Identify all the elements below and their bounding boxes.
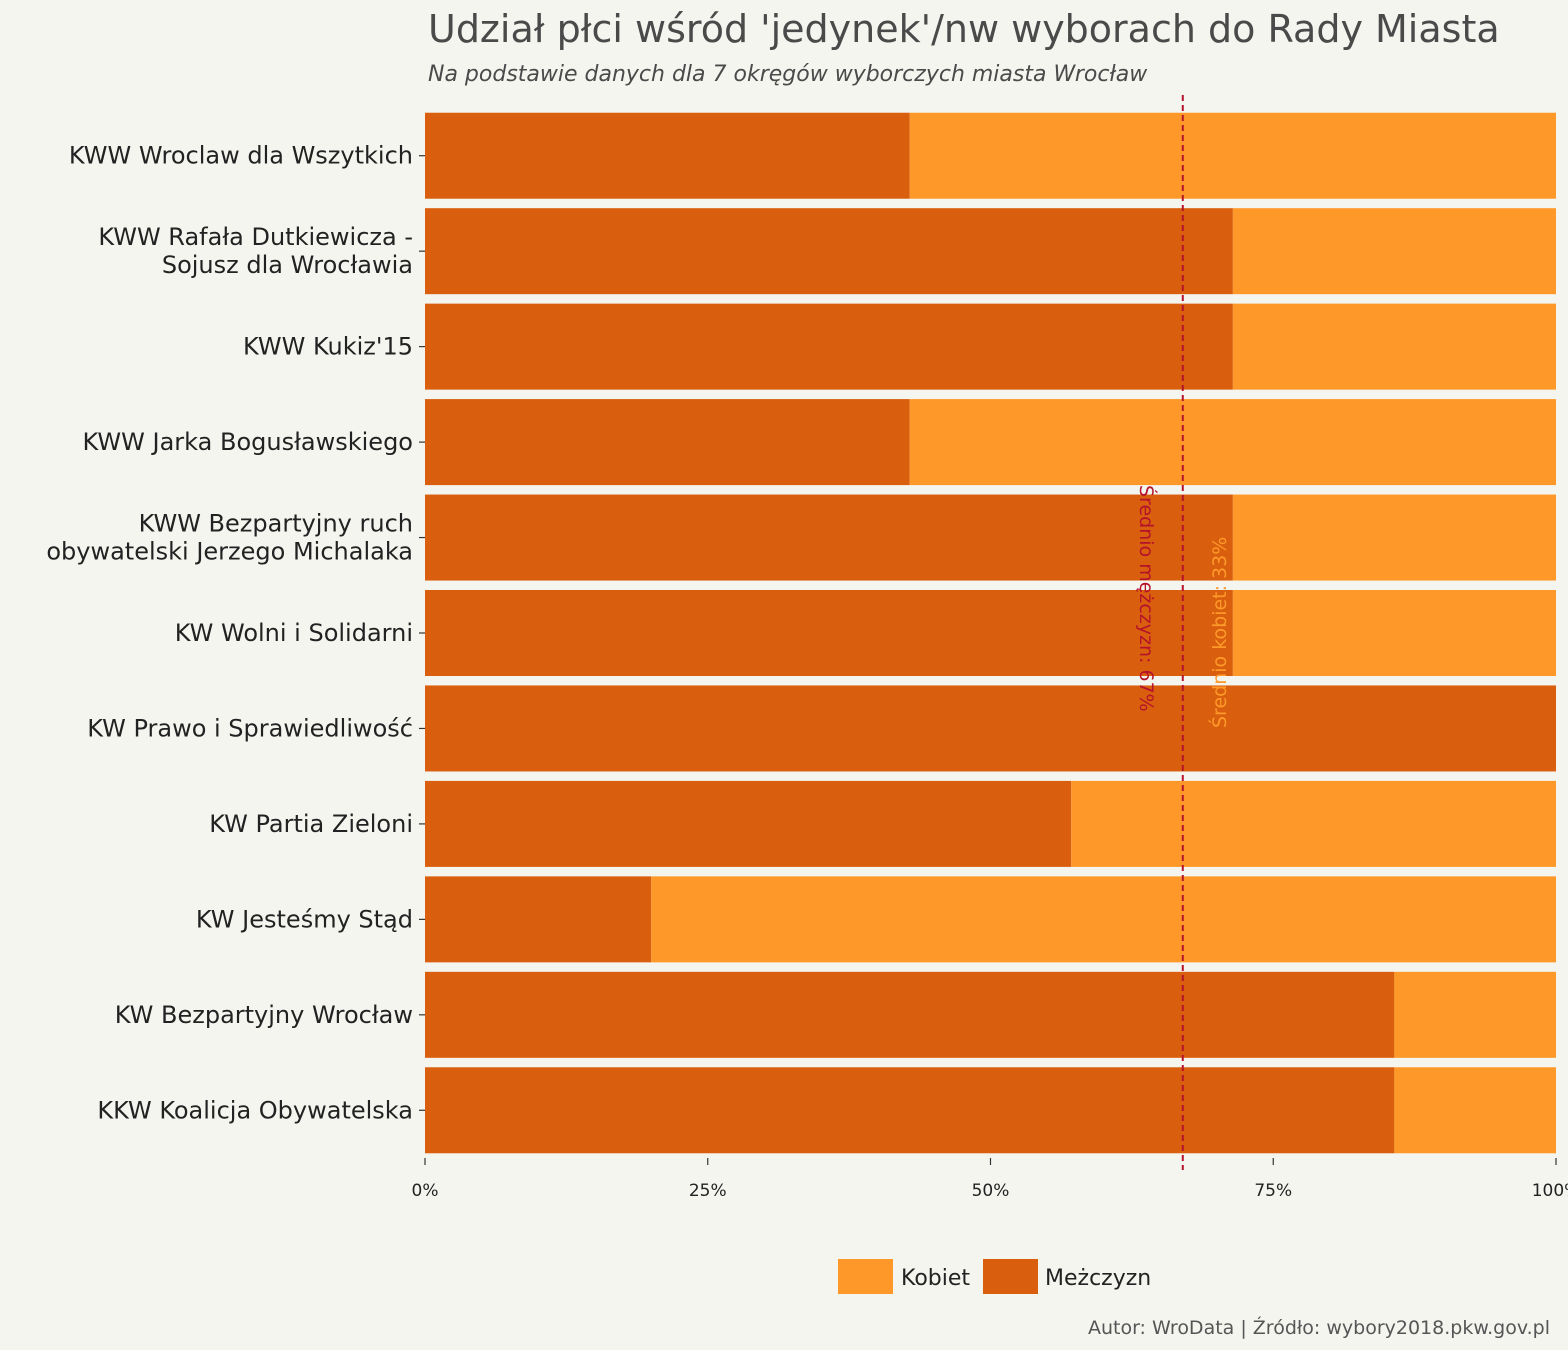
chart-title: Udział płci wśród 'jedynek'/nw wyborach … (428, 7, 1500, 51)
legend-swatch (983, 1259, 1038, 1294)
legend-swatch (838, 1259, 893, 1294)
bar-men-10 (425, 1067, 1395, 1154)
bar-men-9 (425, 971, 1395, 1058)
category-label: KW Bezpartyjny Wrocław (115, 1001, 413, 1029)
bar-women-10 (1394, 1067, 1556, 1154)
x-tick-label: 50% (972, 1181, 1010, 1201)
bar-women-9 (1394, 971, 1556, 1058)
bar-women-0 (909, 112, 1556, 199)
category-labels: KWW Wroclaw dla Wszytkich KWW Rafała Dutk… (46, 142, 425, 1124)
bar-women-3 (909, 399, 1556, 486)
chart-caption: Autor: WroData | Źródło: wybory2018.pkw.… (1088, 1316, 1550, 1339)
category-label: KWW Wroclaw dla Wszytkich (69, 142, 413, 170)
legend-label: Kobiet (901, 1266, 970, 1291)
category-label: Sojusz dla Wrocławia (162, 251, 413, 279)
category-label: KWW Jarka Bogusławskiego (83, 428, 413, 456)
bar-men-6 (425, 685, 1556, 772)
bar-women-2 (1232, 303, 1556, 390)
category-label: KWW Bezpartyjny ruch (139, 510, 413, 538)
bar-women-8 (651, 876, 1556, 963)
category-label: KW Partia Zieloni (209, 810, 413, 838)
reference-line-group: Średnio mężczyzn: 67% Średnio kobiet: 33% (1135, 95, 1231, 1170)
category-label: KW Jesteśmy Stąd (196, 905, 413, 933)
bar-men-4 (425, 494, 1233, 581)
category-label: KKW Koalicja Obywatelska (97, 1096, 413, 1124)
bar-men-7 (425, 780, 1072, 867)
category-label: KW Wolni i Solidarni (175, 619, 413, 647)
bar-women-4 (1232, 494, 1556, 581)
chart-subtitle: Na podstawie danych dla 7 okręgów wyborc… (428, 62, 1148, 87)
category-label: KW Prawo i Sprawiedliwość (87, 714, 413, 742)
x-tick-label: 100% (1532, 1181, 1568, 1201)
bar-women-7 (1071, 780, 1556, 867)
x-tick-label: 75% (1254, 1181, 1292, 1201)
bar-men-2 (425, 303, 1233, 390)
bar-men-0 (425, 112, 910, 199)
x-axis: 0% 25% 50% 75% 100% (412, 1158, 1568, 1201)
bar-men-1 (425, 208, 1233, 295)
category-label: KWW Kukiz'15 (243, 333, 413, 361)
x-tick-label: 25% (689, 1181, 727, 1201)
bar-women-5 (1232, 590, 1556, 676)
bar-men-3 (425, 399, 910, 486)
bar-men-8 (425, 876, 652, 963)
legend: Kobiet Meżczyzn (838, 1259, 1151, 1294)
x-tick-label: 0% (412, 1181, 439, 1201)
annotation-avg-men: Średnio mężczyzn: 67% (1135, 485, 1159, 712)
annotation-avg-women: Średnio kobiet: 33% (1207, 537, 1231, 728)
bars-group (425, 112, 1556, 1154)
category-label: KWW Rafała Dutkiewicza - (98, 223, 413, 251)
legend-label: Meżczyzn (1045, 1266, 1151, 1291)
category-label: obywatelski Jerzego Michalaka (46, 538, 413, 566)
bar-men-5 (425, 590, 1233, 676)
bar-women-1 (1232, 208, 1556, 295)
